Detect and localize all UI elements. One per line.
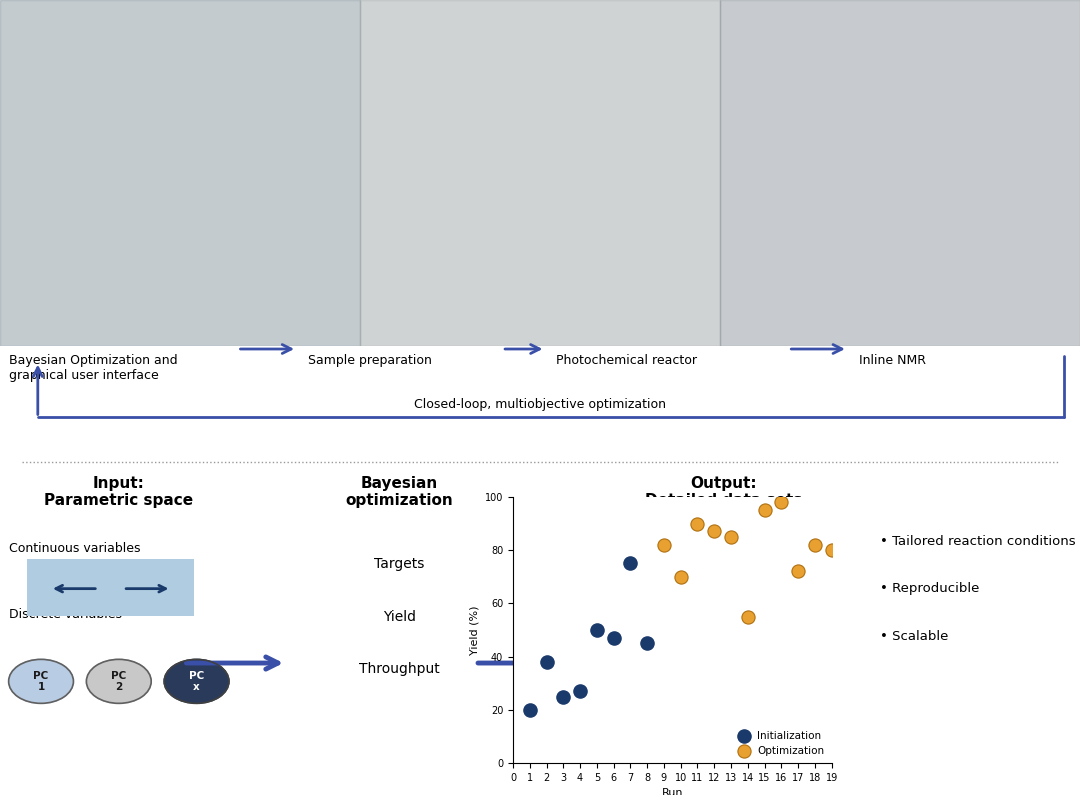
Optimization (739, 611, 756, 623)
Text: Discrete variables: Discrete variables (9, 608, 122, 621)
FancyBboxPatch shape (18, 555, 203, 624)
Initialization (622, 557, 639, 570)
Optimization (823, 544, 840, 556)
Text: PC
1: PC 1 (33, 670, 49, 692)
Text: Output:
Detailed data sets: Output: Detailed data sets (645, 476, 802, 509)
Initialization (555, 690, 572, 703)
Circle shape (86, 659, 151, 704)
Initialization (605, 632, 622, 645)
Text: Bayesian Optimization and
graphical user interface: Bayesian Optimization and graphical user… (9, 354, 177, 382)
Text: Closed-loop, multiobjective optimization: Closed-loop, multiobjective optimization (414, 398, 666, 412)
Optimization (705, 525, 723, 538)
Text: Bayesian
optimization: Bayesian optimization (346, 476, 454, 509)
Initialization (589, 623, 606, 636)
Optimization (672, 571, 689, 584)
Text: Throughput: Throughput (360, 662, 440, 677)
Y-axis label: Yield (%): Yield (%) (470, 605, 480, 655)
Text: Continuous variables: Continuous variables (9, 542, 140, 555)
Text: PC
x: PC x (189, 670, 204, 692)
Text: Yield: Yield (383, 610, 416, 623)
Initialization (522, 704, 539, 716)
Text: • Scalable: • Scalable (880, 630, 948, 643)
Legend: Initialization, Optimization: Initialization, Optimization (731, 728, 826, 758)
Circle shape (164, 659, 229, 704)
Text: PC
2: PC 2 (111, 670, 126, 692)
Optimization (723, 530, 740, 543)
Text: • Reproducible: • Reproducible (880, 583, 980, 595)
Optimization (789, 565, 807, 578)
Circle shape (9, 659, 73, 704)
Optimization (806, 538, 823, 551)
Initialization (538, 656, 555, 669)
Text: Targets: Targets (375, 556, 424, 571)
Optimization (772, 496, 789, 509)
Text: Sample preparation: Sample preparation (308, 354, 432, 366)
Bar (720, 0, 1080, 346)
Optimization (689, 518, 706, 530)
Text: Inline NMR: Inline NMR (859, 354, 926, 366)
Optimization (756, 504, 773, 517)
Text: • Tailored reaction conditions: • Tailored reaction conditions (880, 535, 1076, 548)
Bar (0, 0, 360, 346)
Text: Photochemical reactor: Photochemical reactor (556, 354, 698, 366)
Bar (360, 0, 720, 346)
Initialization (638, 637, 656, 650)
Initialization (571, 685, 589, 698)
Text: Input:
Parametric space: Input: Parametric space (44, 476, 193, 509)
X-axis label: Run: Run (662, 789, 683, 795)
Optimization (656, 538, 673, 551)
